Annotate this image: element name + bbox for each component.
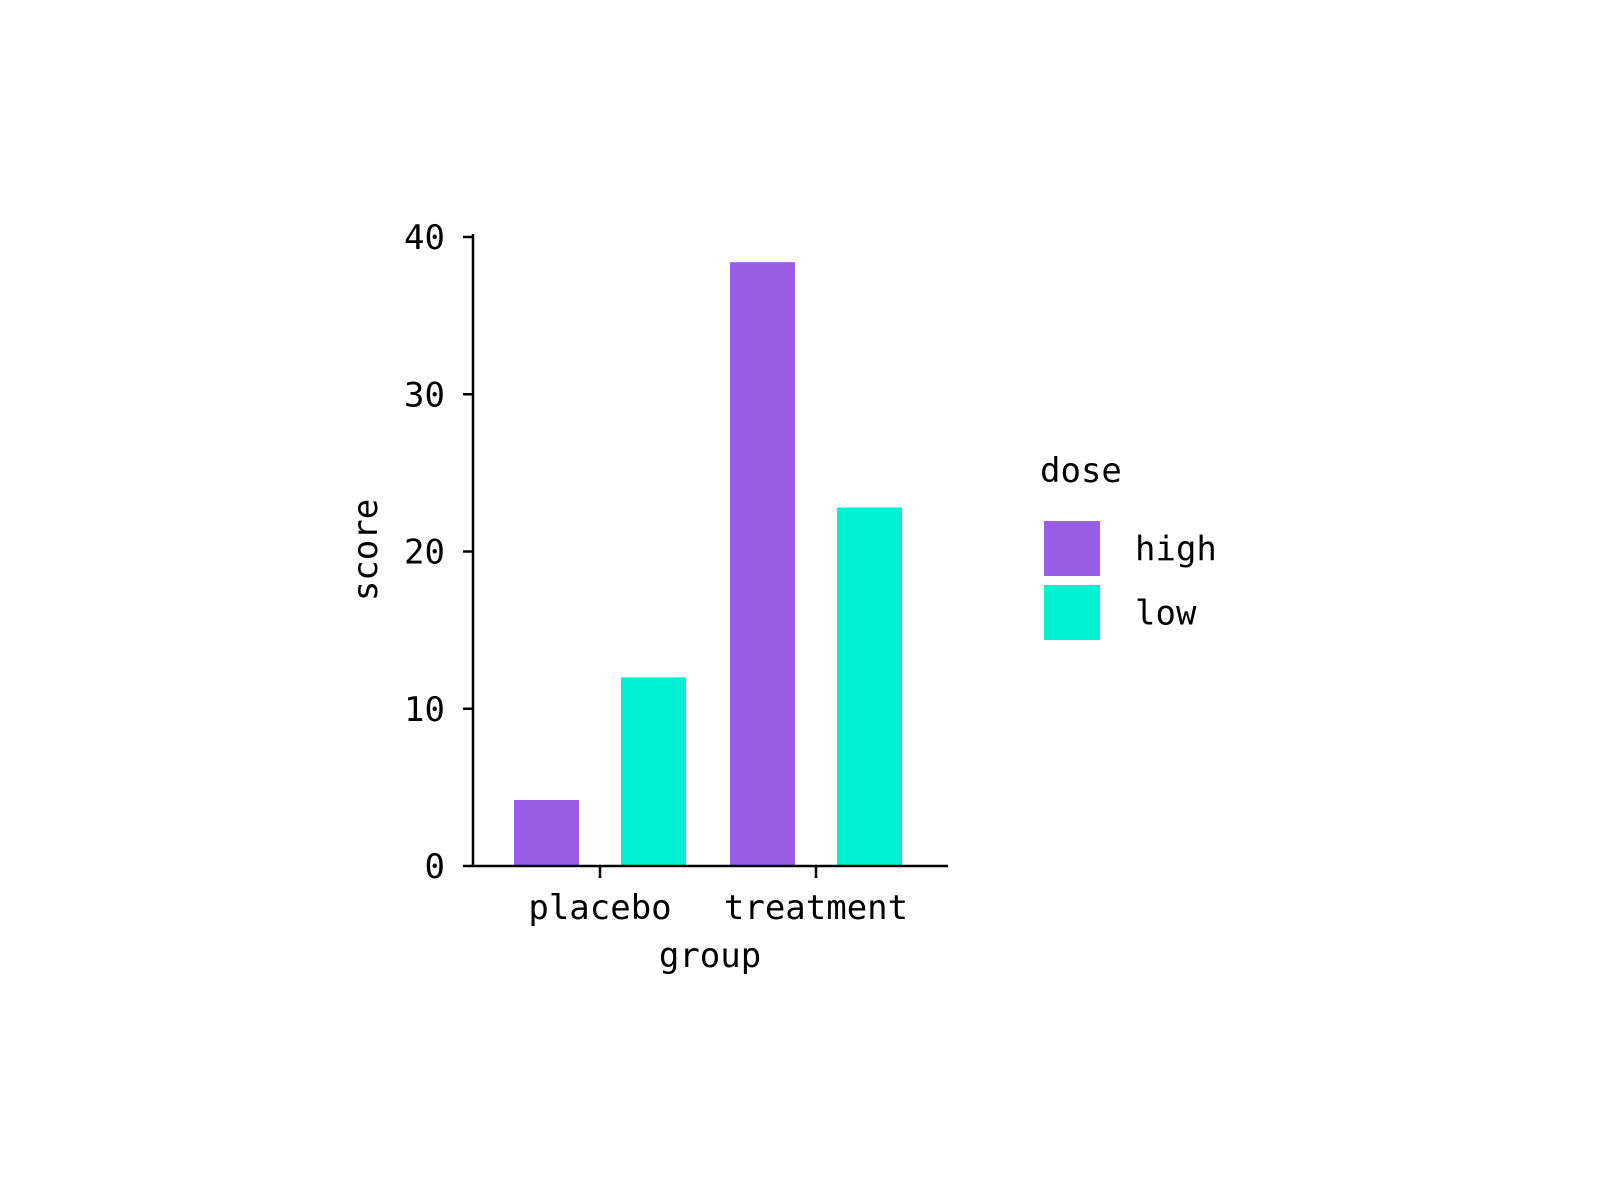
x-tick-label-placebo: placebo: [528, 888, 671, 928]
legend-label-low: low: [1135, 594, 1197, 634]
y-tick-label: 30: [404, 375, 445, 415]
bar-treatment-high: [730, 262, 795, 866]
bar-treatment-low: [837, 507, 902, 866]
bars-group: [514, 262, 902, 866]
y-ticks-group: 0 10 20 30 40: [404, 218, 473, 887]
legend-title: dose: [1040, 451, 1122, 491]
legend-swatch-high: [1044, 521, 1100, 576]
x-axis-title: group: [659, 936, 761, 976]
legend-swatch-low: [1044, 585, 1100, 640]
legend-label-high: high: [1135, 530, 1217, 570]
y-tick-label: 10: [404, 690, 445, 730]
y-tick-label: 40: [404, 218, 445, 258]
legend: dose high low: [1040, 451, 1217, 640]
x-tick-label-treatment: treatment: [724, 888, 908, 928]
x-ticks-group: placebo treatment: [528, 866, 908, 928]
bar-placebo-high: [514, 799, 579, 866]
y-tick-label: 20: [404, 533, 445, 573]
y-tick-label: 0: [425, 847, 445, 887]
y-axis-title: score: [346, 499, 386, 601]
bar-placebo-low: [621, 677, 686, 866]
